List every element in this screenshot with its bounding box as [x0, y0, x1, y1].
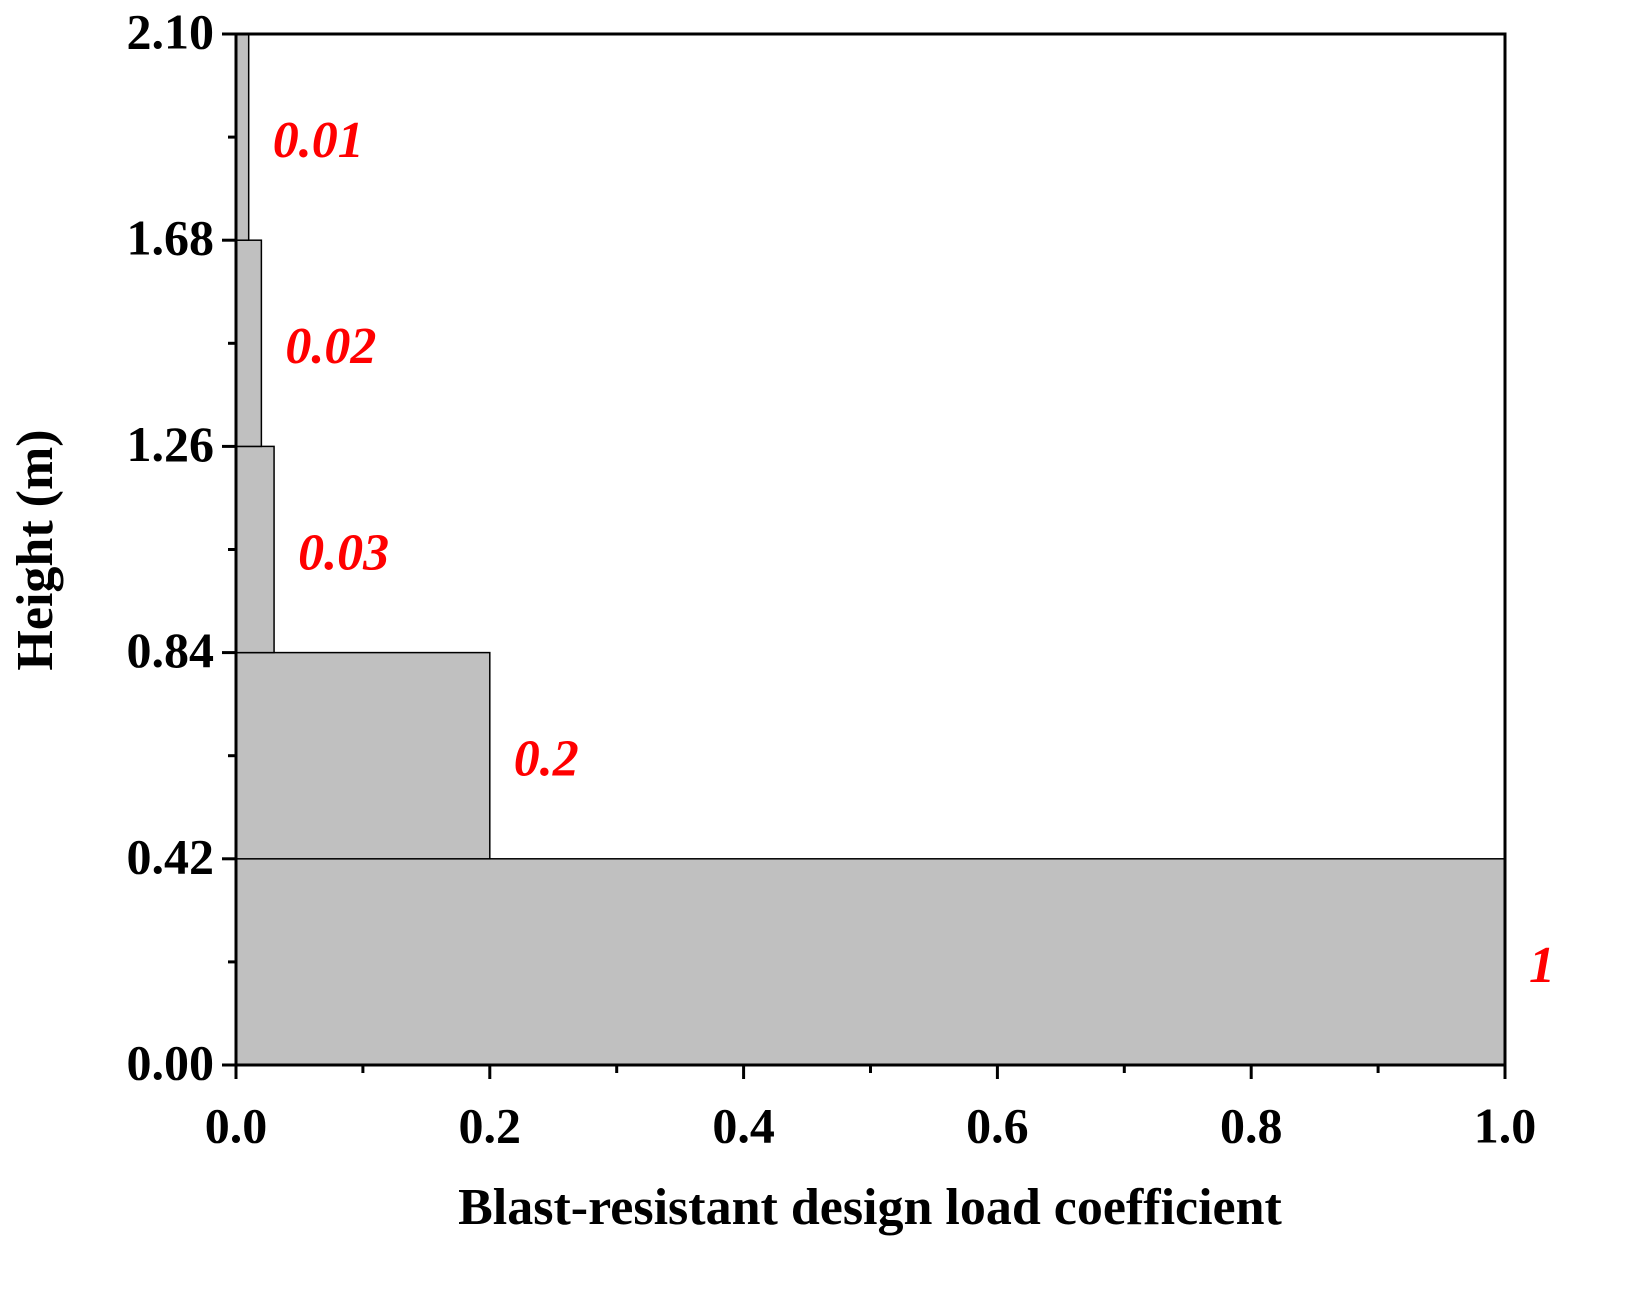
value-label: 0.02: [285, 318, 376, 375]
value-label: 1: [1529, 937, 1555, 994]
y-tick-label: 2.10: [127, 3, 215, 59]
value-label: 0.01: [273, 112, 364, 169]
y-axis-title: Height (m): [7, 429, 64, 670]
value-label: 0.03: [298, 524, 389, 581]
bar: [235, 239, 263, 448]
x-tick-label: 1.0: [1474, 1097, 1537, 1153]
x-tick-label: 0.8: [1220, 1097, 1283, 1153]
bar: [235, 33, 250, 241]
y-tick-label: 0.42: [127, 828, 215, 884]
x-tick-label: 0.0: [205, 1097, 268, 1153]
x-tick-label: 0.2: [459, 1097, 522, 1153]
y-tick-label: 0.00: [127, 1034, 215, 1090]
value-label: 0.2: [514, 731, 579, 788]
bar: [235, 445, 275, 654]
bar: [235, 858, 1506, 1066]
x-tick-label: 0.6: [966, 1097, 1029, 1153]
bar: [235, 651, 491, 860]
x-tick-label: 0.4: [712, 1097, 775, 1153]
y-tick-label: 1.26: [127, 416, 215, 472]
y-tick-label: 1.68: [127, 210, 215, 266]
x-axis-title: Blast-resistant design load coefficient: [458, 1179, 1282, 1236]
y-tick-label: 0.84: [127, 622, 215, 678]
